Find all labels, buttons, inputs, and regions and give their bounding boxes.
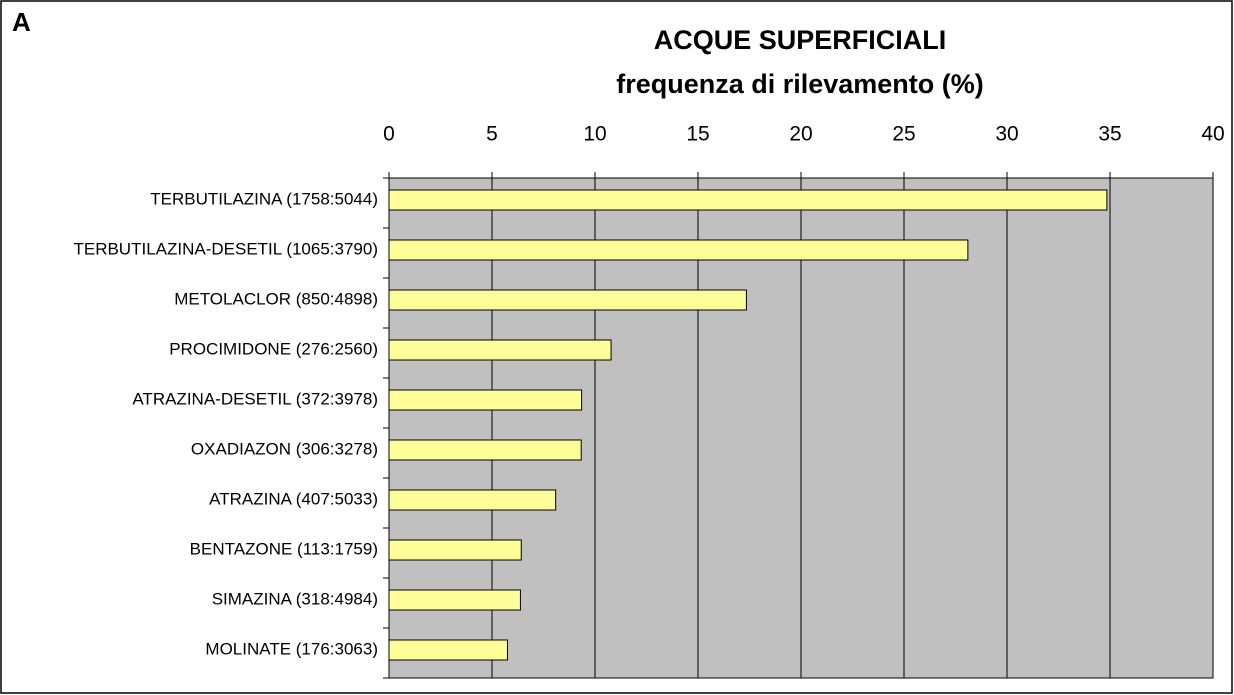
x-tick-label: 15 — [686, 123, 709, 146]
bar — [388, 239, 969, 261]
y-tick-label: MOLINATE (176:3063) — [205, 639, 378, 658]
x-tick-label: 40 — [1201, 123, 1224, 146]
panel-label: A — [12, 7, 31, 37]
bar — [388, 639, 508, 661]
x-tick-label: 5 — [486, 123, 498, 146]
bar — [388, 389, 583, 411]
y-tick-label: OXADIAZON (306:3278) — [191, 439, 378, 458]
y-tick-label: TERBUTILAZINA-DESETIL (1065:3790) — [73, 239, 378, 258]
y-tick-label: PROCIMIDONE (276:2560) — [169, 339, 378, 358]
x-tick-label: 20 — [789, 123, 812, 146]
bar — [388, 289, 747, 311]
chart-title: ACQUE SUPERFICIALI — [654, 25, 947, 55]
bar — [388, 339, 612, 361]
x-tick-label: 25 — [892, 123, 915, 146]
bar — [388, 489, 557, 511]
x-tick-label: 35 — [1098, 123, 1121, 146]
y-tick-label: BENTAZONE (113:1759) — [190, 539, 378, 558]
bar — [388, 439, 582, 461]
y-tick-label: SIMAZINA (318:4984) — [212, 589, 378, 608]
x-tick-label: 0 — [383, 123, 395, 146]
bar — [388, 589, 521, 611]
y-tick-label: METOLACLOR (850:4898) — [174, 289, 378, 308]
y-tick-label: ATRAZINA-DESETIL (372:3978) — [132, 389, 378, 408]
x-tick-label: 30 — [995, 123, 1018, 146]
chart-subtitle: frequenza di rilevamento (%) — [616, 69, 984, 99]
bar — [388, 189, 1108, 211]
y-tick-label: TERBUTILAZINA (1758:5044) — [150, 189, 378, 208]
bar — [388, 539, 522, 561]
x-tick-label: 10 — [583, 123, 606, 146]
y-tick-label: ATRAZINA (407:5033) — [209, 489, 378, 508]
